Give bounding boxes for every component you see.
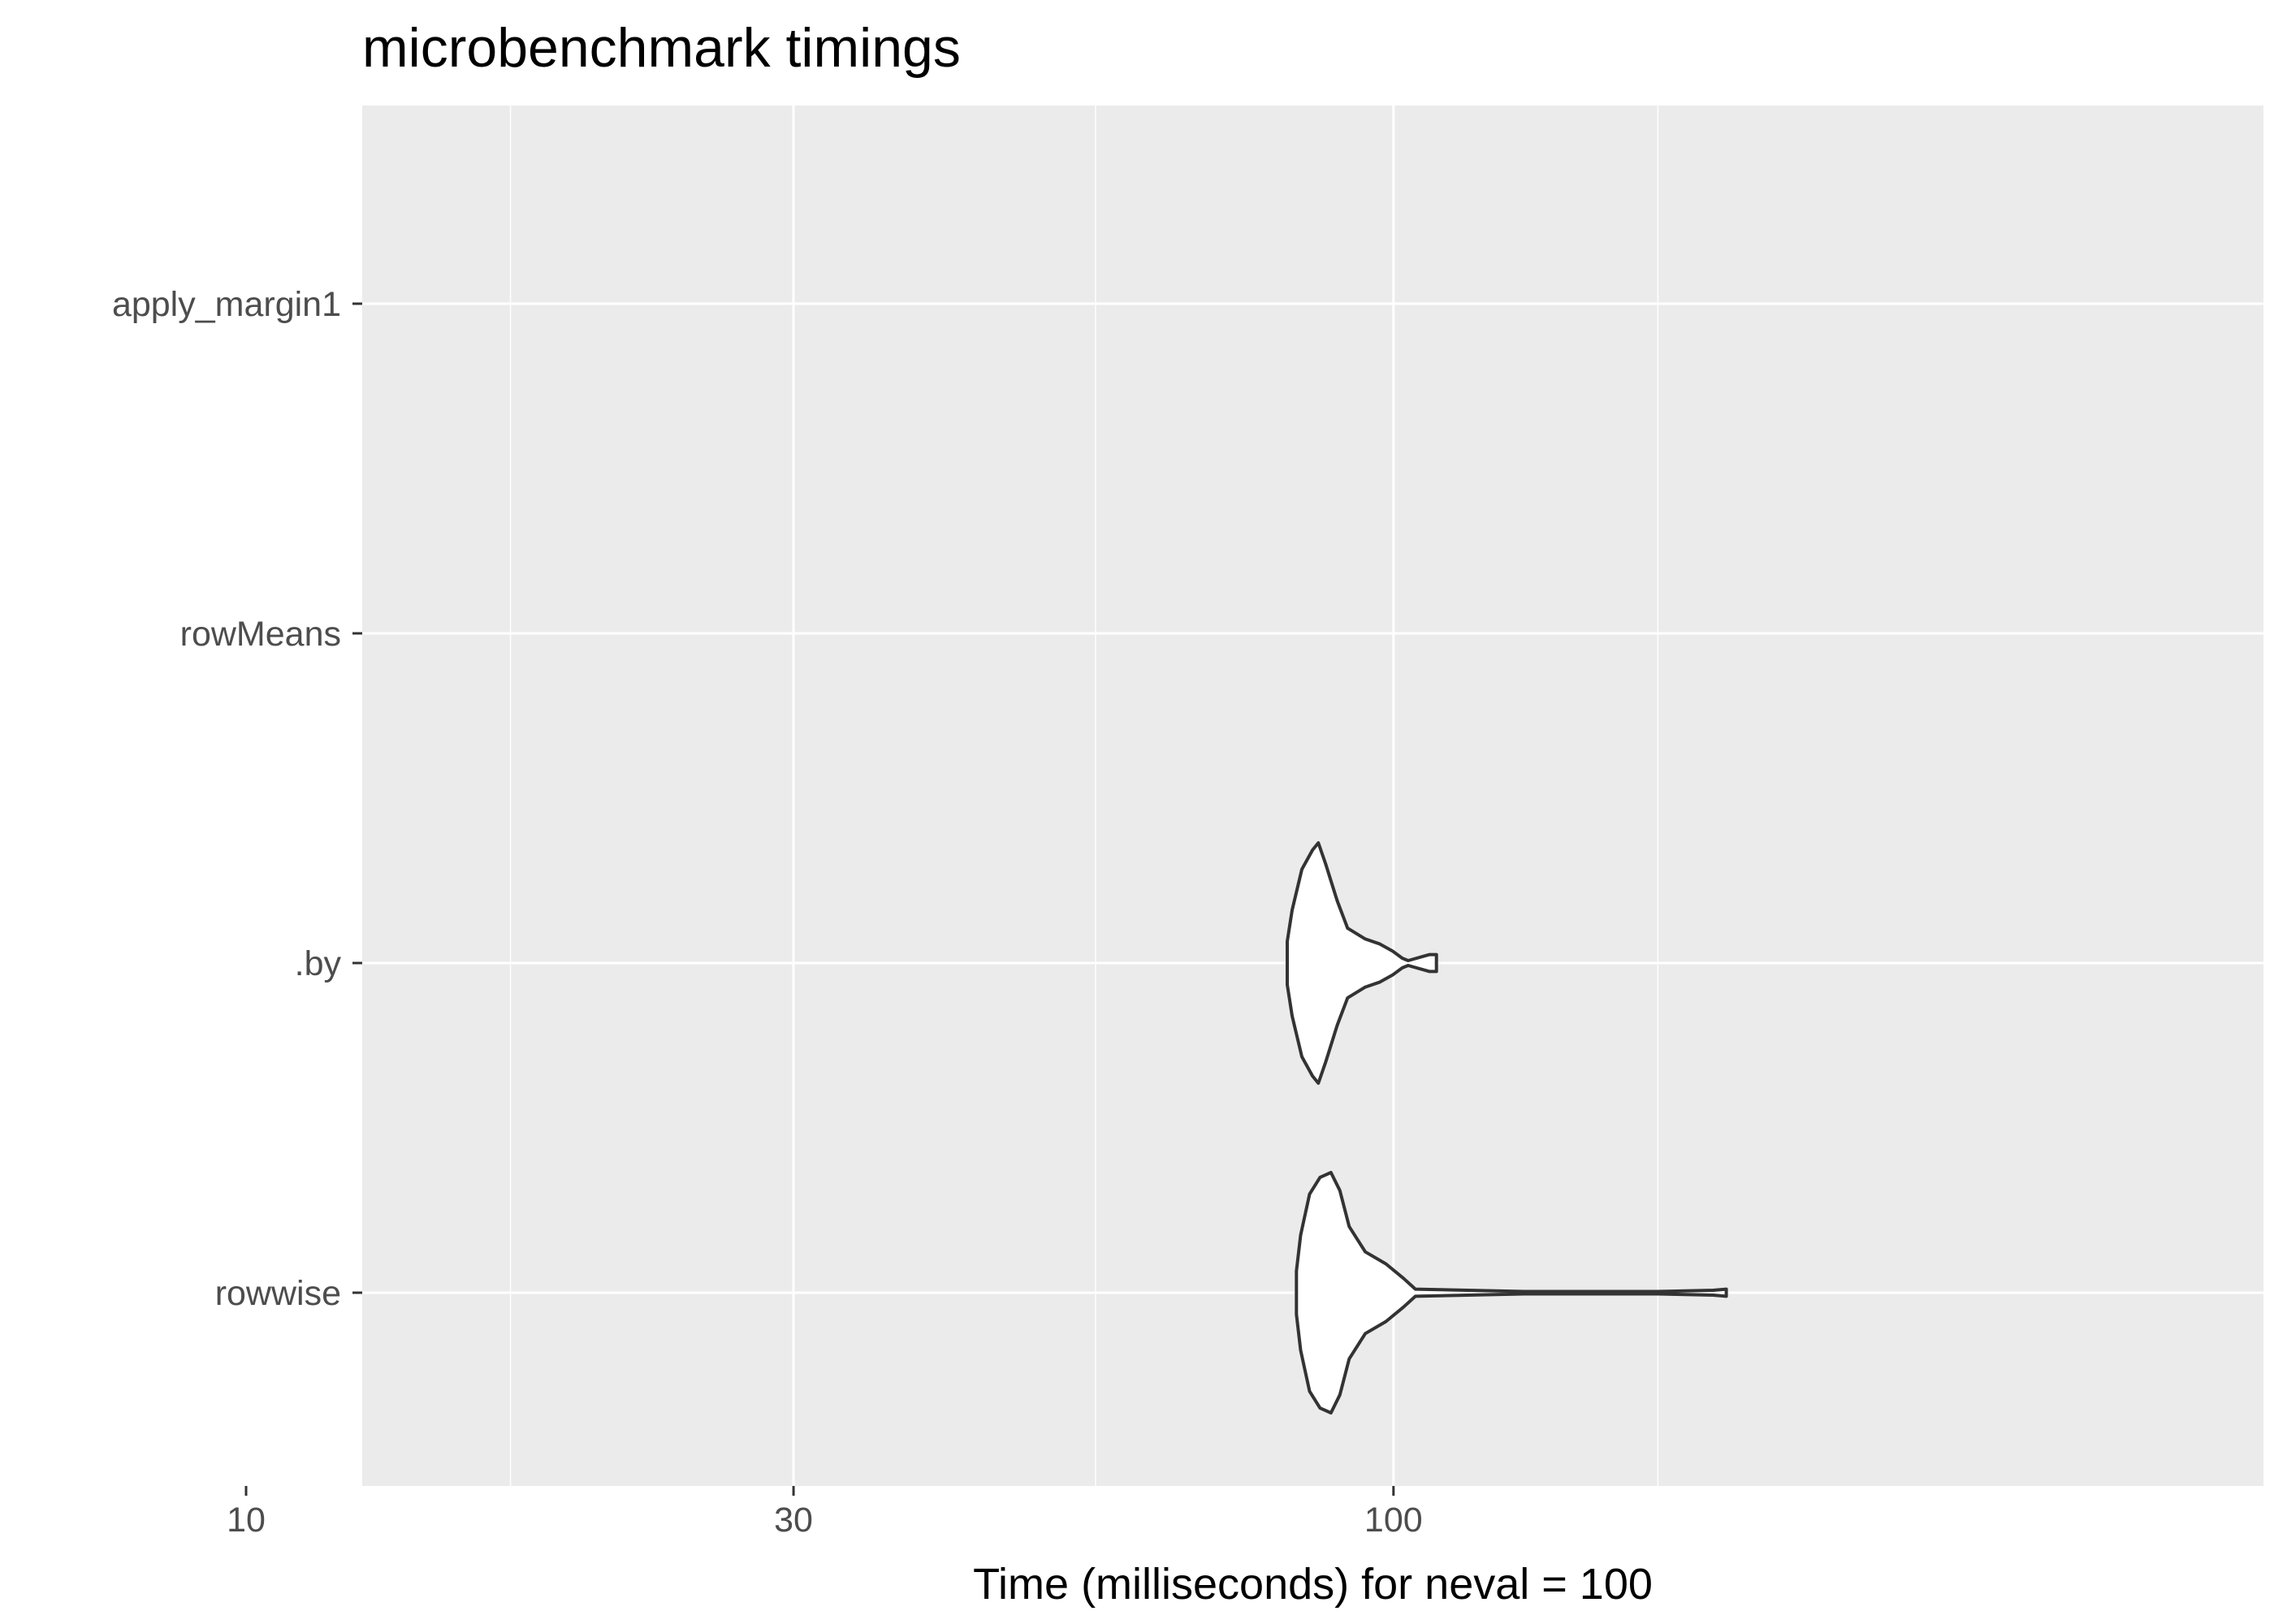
violin-layer	[1286, 841, 1728, 1415]
x-axis-title: Time (milliseconds) for neval = 100	[973, 1560, 1653, 1609]
y-tick-label: .by	[295, 944, 342, 983]
grid-layer	[244, 106, 2263, 1486]
y-tick-label: apply_margin1	[112, 285, 341, 324]
x-tick-label: 30	[774, 1501, 813, 1540]
violin-by	[1286, 841, 1438, 1085]
y-tick-label: rowMeans	[180, 615, 341, 654]
x-tick-label: 100	[1364, 1501, 1423, 1540]
x-tick-label: 10	[227, 1501, 266, 1540]
violin-rowwise	[1295, 1171, 1728, 1415]
y-tick-label: rowwise	[215, 1274, 341, 1313]
chart-title: microbenchmark timings	[362, 17, 961, 79]
